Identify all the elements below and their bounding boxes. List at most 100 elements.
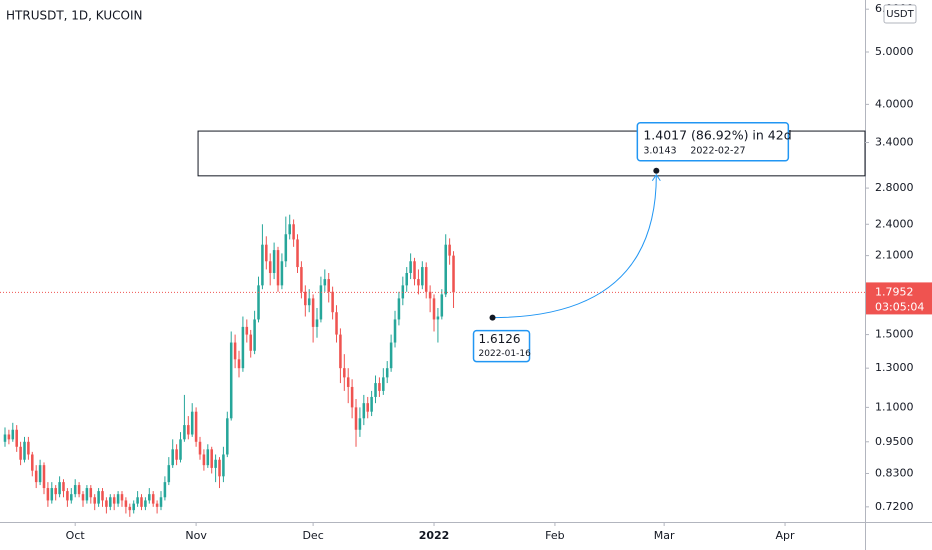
candle-body [73, 485, 77, 495]
candle-body [444, 244, 447, 295]
candle-body [163, 482, 167, 498]
zone-box [197, 130, 866, 177]
candle-body [218, 459, 221, 477]
candle-body [136, 497, 139, 504]
candle-body [222, 454, 225, 477]
candle-body [397, 298, 401, 320]
y-tick-label: 5.0000 [875, 45, 914, 58]
y-tick-label: 3.4000 [875, 136, 914, 149]
candle-body [452, 255, 455, 293]
candle-body [362, 403, 366, 419]
x-tick-label: Nov [185, 529, 207, 542]
end-value: 3.0143 [643, 145, 676, 156]
candle-body [58, 482, 61, 495]
candle-body [151, 494, 155, 504]
y-tick-label: 0.7200 [875, 500, 914, 513]
candle-body [327, 279, 330, 292]
candle-body [339, 334, 342, 369]
candle-body [229, 342, 233, 419]
candle-body [132, 503, 135, 511]
candle-body [93, 497, 96, 504]
candle-body [417, 279, 420, 286]
candle-body [413, 261, 416, 280]
candle-body [70, 494, 73, 501]
candle-body [27, 441, 30, 455]
candle-body [382, 377, 385, 391]
start-date: 2022-01-16 [479, 349, 532, 359]
candle-body [38, 465, 42, 483]
candle-body [46, 488, 50, 501]
candle-body [315, 319, 319, 327]
y-tick-label: 2.1000 [875, 249, 914, 262]
chart-title: HTRUSDT, 1D, KUCOIN [6, 9, 142, 23]
candle-body [15, 429, 18, 447]
price-label-box [866, 282, 932, 315]
candle-body [288, 224, 291, 235]
candle-body [393, 319, 397, 343]
candle-body [401, 285, 405, 299]
candle-body [31, 454, 34, 471]
end-date: 2022-02-27 [690, 145, 745, 156]
candle-body [175, 449, 178, 460]
candle-body [280, 261, 284, 286]
y-tick-label: 2.4000 [875, 217, 914, 230]
candle-body [77, 485, 81, 495]
candle-body [268, 261, 272, 274]
candle-body [23, 441, 26, 460]
change-label: 1.4017 (86.92%) in 42d [643, 127, 791, 142]
candle-body [421, 267, 424, 286]
candle-body [424, 267, 428, 292]
candle-body [311, 298, 315, 327]
y-tick-label: 4.0000 [875, 97, 914, 110]
y-tick-label: 2.8000 [875, 181, 914, 194]
candle-body [116, 494, 120, 504]
candle-body [428, 291, 432, 299]
candle-body [124, 500, 128, 507]
candle-body [272, 250, 276, 274]
candle-body [226, 418, 229, 455]
candle-body [354, 407, 358, 430]
candle-body [405, 273, 408, 286]
x-tick-label: Feb [545, 529, 564, 542]
candle-body [50, 488, 54, 501]
price-label: 1.7952 [875, 285, 914, 298]
candle-body [261, 244, 264, 286]
candle-body [112, 497, 116, 504]
candle-body [378, 383, 381, 391]
x-tick-label: Mar [654, 529, 675, 542]
candle-body [432, 298, 436, 320]
candle-body [140, 497, 143, 507]
candle-body [167, 465, 171, 483]
candle-body [54, 488, 57, 495]
candle-body [62, 482, 65, 492]
end-point [653, 167, 660, 174]
candle-body [335, 312, 338, 335]
candle-body [319, 285, 323, 320]
candle-body [11, 429, 15, 440]
candle-body [3, 434, 7, 442]
candle-body [190, 411, 194, 435]
candle-body [292, 224, 295, 240]
candle-body [120, 494, 124, 501]
candle-body [81, 494, 85, 501]
candle-body [436, 316, 440, 320]
candle-body [109, 497, 112, 507]
candle-body [148, 494, 151, 501]
candle-body [307, 298, 311, 306]
candle-body [155, 503, 159, 507]
candle-body [300, 267, 303, 292]
candle-body [358, 418, 362, 430]
start-point [489, 314, 496, 321]
currency: USDT [886, 9, 914, 20]
candle-body [187, 425, 190, 435]
candle-body [128, 506, 132, 511]
candle-body [97, 491, 100, 504]
candle-body [249, 334, 252, 351]
candle-body [343, 368, 346, 378]
candle-body [284, 234, 288, 262]
candle-body [304, 291, 307, 306]
candle-body [7, 434, 11, 440]
candle-body [385, 368, 389, 378]
